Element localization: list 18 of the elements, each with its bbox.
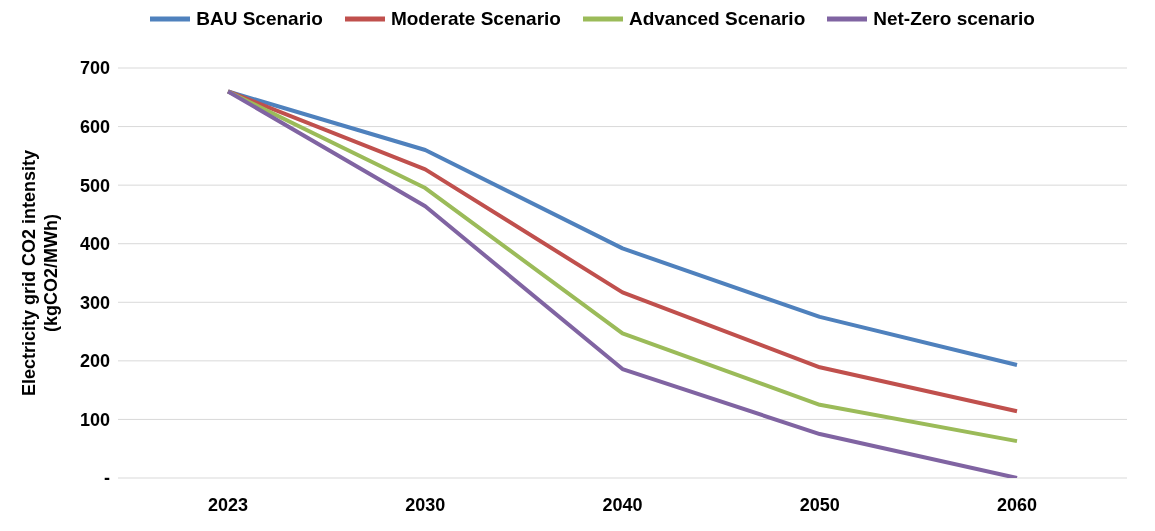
x-tick-label: 2040 xyxy=(602,494,643,515)
y-tick-label: 300 xyxy=(79,292,110,313)
y-tick-label: 700 xyxy=(79,58,110,79)
y-tick-label: - xyxy=(104,468,110,489)
legend-label: Moderate Scenario xyxy=(390,8,561,30)
x-tick-label: 2060 xyxy=(996,494,1038,515)
x-tick-label: 2050 xyxy=(799,494,840,515)
x-tick-label: 2023 xyxy=(207,494,249,515)
y-tick-label: 100 xyxy=(79,409,110,430)
y-tick-label: 400 xyxy=(79,234,110,255)
y-axis-title: Electricity grid CO2 intensity (kgCO2/MWh) xyxy=(19,149,61,397)
y-tick-label: 600 xyxy=(79,116,110,137)
x-tick-label: 2030 xyxy=(405,494,446,515)
legend-label: Net-Zero scenario xyxy=(873,8,1035,30)
y-tick-label: 500 xyxy=(79,175,110,196)
legend-label: Advanced Scenario xyxy=(628,8,806,30)
legend-label: BAU Scenario xyxy=(196,8,323,30)
y-tick-label: 200 xyxy=(79,351,110,372)
